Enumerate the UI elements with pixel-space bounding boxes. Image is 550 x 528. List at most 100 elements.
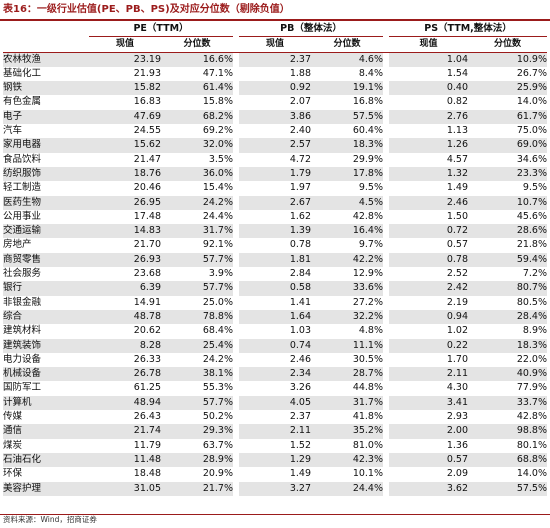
column-gap — [233, 381, 239, 396]
pb-current-cell: 1.81 — [239, 252, 311, 268]
pb-percentile-cell: 81.0% — [311, 438, 383, 453]
pb-current-cell: 4.05 — [239, 395, 311, 411]
industry-cell: 房地产 — [3, 238, 89, 253]
pb-current-cell: 0.78 — [239, 238, 311, 253]
pe-percentile-cell: 24.4% — [161, 209, 233, 225]
pb-percentile-cell: 29.9% — [311, 152, 383, 167]
ps-percentile-cell: 28.4% — [468, 309, 548, 325]
column-gap — [233, 295, 239, 310]
column-gap — [233, 452, 239, 468]
ps-current-cell: 2.93 — [389, 410, 468, 425]
pe-current-cell: 20.46 — [89, 181, 161, 196]
pe-percentile-cell: 3.5% — [161, 152, 233, 167]
pe-current-cell: 48.78 — [89, 309, 161, 325]
pe-percentile-cell: 63.7% — [161, 438, 233, 453]
ps-percentile-cell: 42.8% — [468, 410, 548, 425]
ps-percentile-cell: 80.5% — [468, 295, 548, 310]
column-gap — [233, 281, 239, 296]
ps-percentile-cell: 22.0% — [468, 352, 548, 368]
ps-current-cell: 1.50 — [389, 209, 468, 225]
column-gap — [233, 181, 239, 196]
pb-current-cell: 1.49 — [239, 467, 311, 482]
column-gap — [233, 95, 239, 110]
table-row: 电子 47.69 68.2% 3.86 57.5% 2.76 61.7% — [3, 109, 548, 125]
ps-percentile-cell: 8.9% — [468, 324, 548, 339]
table-row: 传媒 26.43 50.2% 2.37 41.8% 2.93 42.8% — [3, 410, 548, 425]
ps-percentile-cell: 34.6% — [468, 152, 548, 167]
pe-current-cell: 61.25 — [89, 381, 161, 396]
pb-percentile-cell: 32.2% — [311, 309, 383, 325]
column-gap — [383, 324, 389, 339]
table-row: 轻工制造 20.46 15.4% 1.97 9.5% 1.49 9.5% — [3, 181, 548, 196]
ps-percentile-cell: 25.9% — [468, 81, 548, 96]
source-note: 资料来源：Wind，招商证券 — [3, 515, 97, 524]
ps-group-header: PS（TTM,整体法） — [389, 22, 548, 38]
pe-percentile-cell: 24.2% — [161, 352, 233, 368]
ps-current-header: 现值 — [389, 36, 468, 53]
table-row: 通信 21.74 29.3% 2.11 35.2% 2.00 98.8% — [3, 424, 548, 439]
table-row: 商贸零售 26.93 57.7% 1.81 42.2% 0.78 59.4% — [3, 252, 548, 268]
ps-current-cell: 3.41 — [389, 395, 468, 411]
column-gap — [233, 267, 239, 282]
pb-percentile-cell: 42.3% — [311, 452, 383, 468]
table-row: 汽车 24.55 69.2% 2.40 60.4% 1.13 75.0% — [3, 124, 548, 139]
table-row: 纺织服饰 18.76 36.0% 1.79 17.8% 1.32 23.3% — [3, 166, 548, 182]
pb-percentile-cell: 41.8% — [311, 410, 383, 425]
table-row: 电力设备 26.33 24.2% 2.46 30.5% 1.70 22.0% — [3, 352, 548, 368]
pe-percentile-cell: 68.2% — [161, 109, 233, 125]
ps-percentile-cell: 45.6% — [468, 209, 548, 225]
column-gap — [233, 138, 239, 153]
industry-cell: 计算机 — [3, 395, 89, 411]
pe-percentile-cell: 92.1% — [161, 238, 233, 253]
ps-percentile-cell: 68.8% — [468, 452, 548, 468]
industry-cell: 有色金属 — [3, 95, 89, 110]
ps-current-cell: 1.32 — [389, 166, 468, 182]
column-gap — [383, 52, 389, 67]
column-gap — [383, 124, 389, 139]
pe-current-cell: 24.55 — [89, 124, 161, 139]
ps-percentile-cell: 75.0% — [468, 124, 548, 139]
ps-current-cell: 2.76 — [389, 109, 468, 125]
table-row: 基础化工 21.93 47.1% 1.88 8.4% 1.54 26.7% — [3, 66, 548, 82]
pe-current-cell: 20.62 — [89, 324, 161, 339]
pb-current-cell: 2.37 — [239, 52, 311, 67]
pe-percentile-cell: 36.0% — [161, 166, 233, 182]
column-gap — [233, 152, 239, 167]
pe-percentile-cell: 57.7% — [161, 252, 233, 268]
industry-cell: 基础化工 — [3, 66, 89, 82]
pb-percentile-header: 分位数 — [311, 36, 383, 53]
pe-percentile-cell: 15.8% — [161, 95, 233, 110]
industry-cell: 公用事业 — [3, 209, 89, 225]
pb-current-cell: 2.07 — [239, 95, 311, 110]
pe-percentile-cell: 28.9% — [161, 452, 233, 468]
industry-cell: 通信 — [3, 424, 89, 439]
table-row: 综合 48.78 78.8% 1.64 32.2% 0.94 28.4% — [3, 309, 548, 325]
pb-current-cell: 1.88 — [239, 66, 311, 82]
pe-current-cell: 21.70 — [89, 238, 161, 253]
ps-current-cell: 3.62 — [389, 481, 468, 496]
pb-percentile-cell: 18.3% — [311, 138, 383, 153]
pb-percentile-cell: 42.8% — [311, 209, 383, 225]
column-gap — [383, 66, 389, 82]
industry-cell: 美容护理 — [3, 481, 89, 496]
ps-current-cell: 1.54 — [389, 66, 468, 82]
industry-cell: 汽车 — [3, 124, 89, 139]
ps-percentile-cell: 18.3% — [468, 338, 548, 353]
ps-percentile-cell: 14.0% — [468, 95, 548, 110]
column-gap — [383, 395, 389, 411]
ps-current-cell: 0.72 — [389, 224, 468, 239]
pe-current-cell: 18.76 — [89, 166, 161, 182]
pe-current-cell: 23.68 — [89, 267, 161, 282]
industry-cell: 建筑装饰 — [3, 338, 89, 353]
pe-percentile-cell: 31.7% — [161, 224, 233, 239]
pe-percentile-cell: 21.7% — [161, 481, 233, 496]
column-gap — [233, 324, 239, 339]
column-gap — [383, 309, 389, 325]
industry-cell: 纺织服饰 — [3, 166, 89, 182]
pe-percentile-cell: 16.6% — [161, 52, 233, 67]
pb-current-cell: 1.41 — [239, 295, 311, 310]
column-gap — [233, 367, 239, 382]
table-row: 医药生物 26.95 24.2% 2.67 4.5% 2.46 10.7% — [3, 195, 548, 210]
pe-percentile-cell: 25.0% — [161, 295, 233, 310]
pb-percentile-cell: 31.7% — [311, 395, 383, 411]
